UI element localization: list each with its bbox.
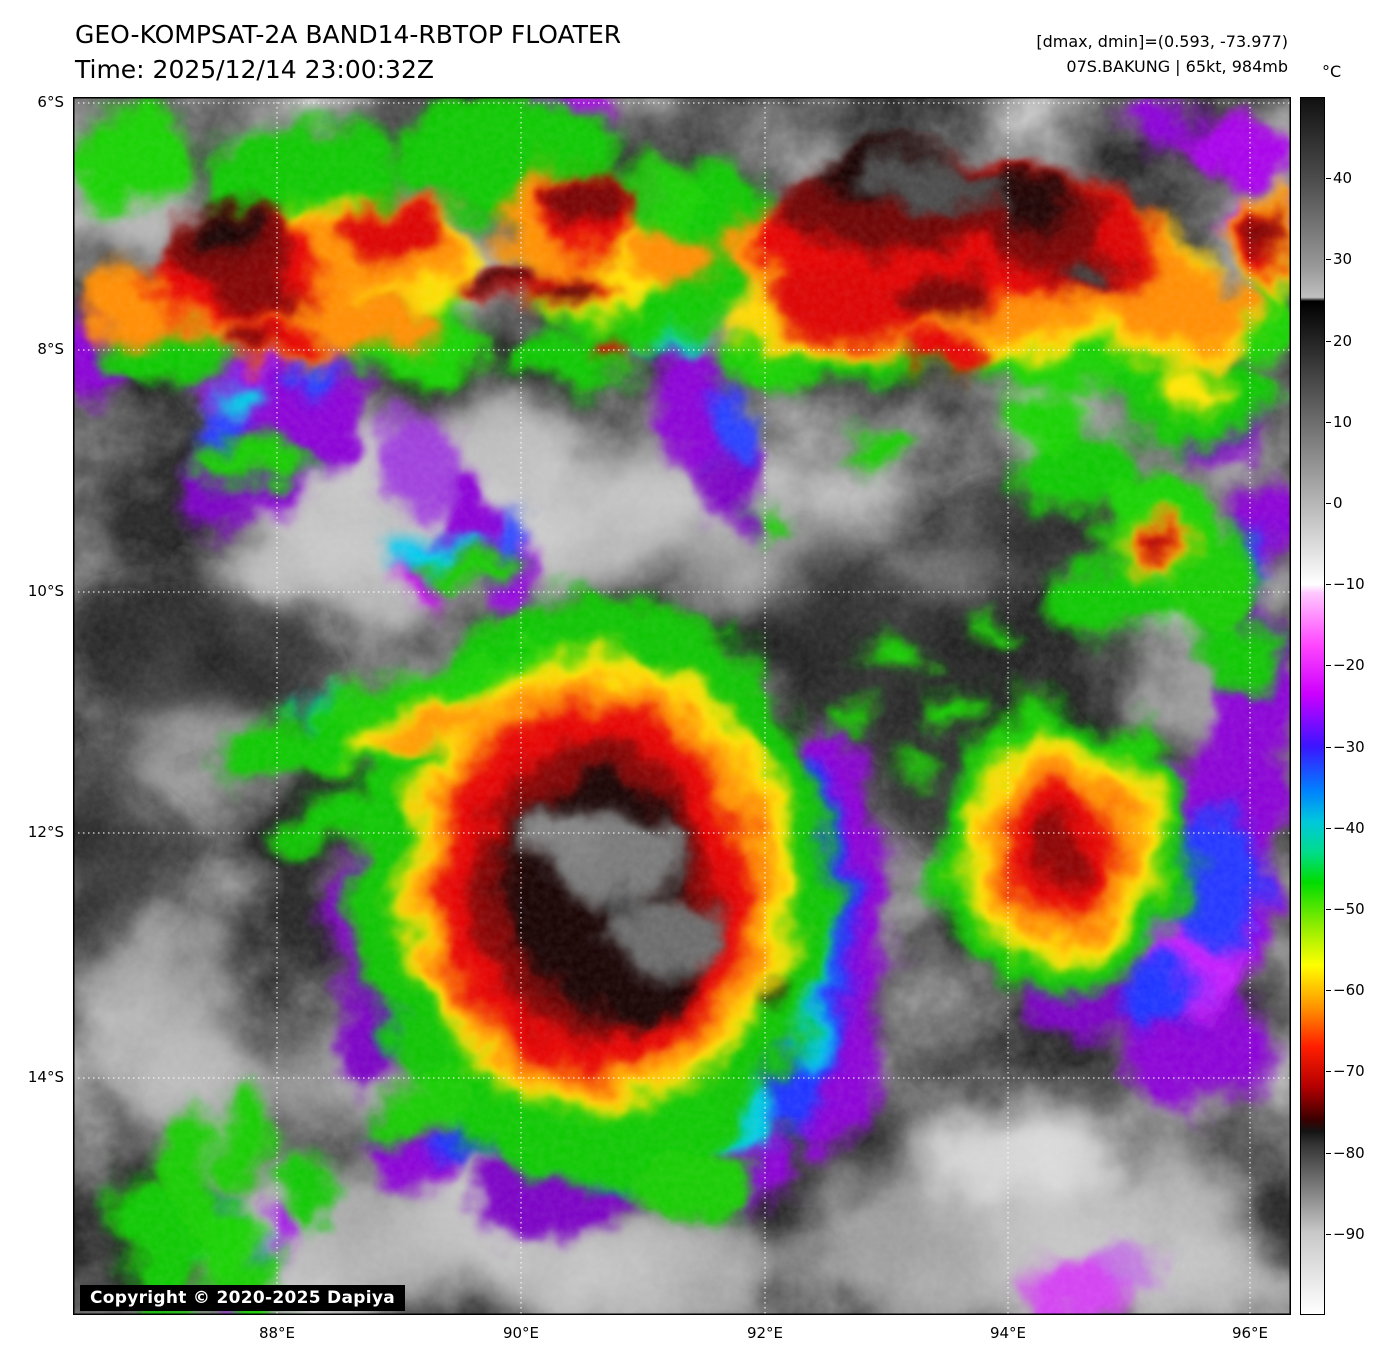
colorbar — [1300, 97, 1325, 1315]
lon-label-92e: 92°E — [746, 1324, 784, 1342]
colorbar-ticks: 40 30 20 10 0 −10 −20 −30 −40 −50 −60 −7… — [1325, 97, 1388, 1315]
lon-label-88e: 88°E — [258, 1324, 296, 1342]
colorbar-tick: −60 — [1326, 981, 1365, 1000]
lon-label-96e: 96°E — [1231, 1324, 1269, 1342]
grid-lines — [73, 97, 1291, 1315]
lon-label-90e: 90°E — [502, 1324, 540, 1342]
colorbar-tick: −20 — [1326, 656, 1365, 675]
colorbar-tick: 20 — [1325, 331, 1353, 350]
colorbar-tick: −40 — [1326, 818, 1365, 837]
colorbar-tick: 0 — [1326, 493, 1343, 512]
lat-label-8s: 8°S — [37, 340, 64, 358]
colorbar-tick: −80 — [1326, 1143, 1365, 1162]
lat-label-10s: 10°S — [27, 582, 64, 600]
map-border — [73, 97, 1291, 1315]
copyright-label: Copyright © 2020-2025 Dapiya — [80, 1285, 405, 1311]
colorbar-tick: −30 — [1326, 737, 1365, 756]
colorbar-tick: −50 — [1326, 900, 1365, 919]
colorbar-unit-label: °C — [1322, 62, 1342, 81]
lat-label-14s: 14°S — [27, 1068, 64, 1086]
timestamp: Time: 2025/12/14 23:00:32Z — [75, 55, 434, 84]
lon-label-94e: 94°E — [989, 1324, 1027, 1342]
lat-label-12s: 12°S — [27, 823, 64, 841]
lat-label-6s: 6°S — [37, 93, 64, 111]
satellite-image — [73, 97, 1291, 1315]
colorbar-tick: 40 — [1325, 169, 1353, 188]
product-title: GEO-KOMPSAT-2A BAND14-RBTOP FLOATER — [75, 20, 622, 49]
colorbar-tick: 10 — [1325, 412, 1353, 431]
storm-info: 07S.BAKUNG | 65kt, 984mb — [1066, 56, 1288, 76]
colorbar-tick: 30 — [1325, 250, 1353, 269]
satellite-map: Copyright © 2020-2025 Dapiya — [73, 97, 1291, 1315]
dmax-dmin-readout: [dmax, dmin]=(0.593, -73.977) — [1036, 32, 1288, 51]
colorbar-tick: −90 — [1326, 1224, 1365, 1243]
colorbar-tick: −70 — [1326, 1062, 1365, 1081]
colorbar-tick: −10 — [1326, 575, 1365, 594]
header-right-block: [dmax, dmin]=(0.593, -73.977) 07S.BAKUNG… — [1036, 30, 1288, 80]
